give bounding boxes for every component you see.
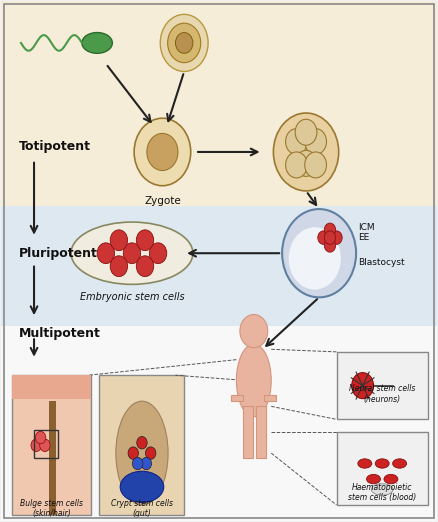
Bar	[34, 430, 58, 458]
Text: Neural stem cells
(neurons): Neural stem cells (neurons)	[349, 384, 415, 404]
Circle shape	[286, 152, 307, 178]
Text: Embryonic stem cells: Embryonic stem cells	[80, 292, 184, 302]
Ellipse shape	[375, 459, 389, 468]
Circle shape	[149, 243, 167, 264]
Circle shape	[305, 128, 326, 155]
Circle shape	[110, 230, 127, 251]
Circle shape	[97, 243, 115, 264]
Circle shape	[123, 243, 141, 264]
Circle shape	[295, 119, 317, 145]
Circle shape	[318, 231, 329, 244]
Ellipse shape	[120, 471, 164, 503]
Ellipse shape	[384, 474, 398, 484]
FancyBboxPatch shape	[264, 395, 276, 401]
Circle shape	[273, 113, 339, 191]
Text: Bulge stem cells
(skin/hair): Bulge stem cells (skin/hair)	[20, 499, 83, 518]
Text: ICM
EE: ICM EE	[358, 223, 375, 242]
Ellipse shape	[116, 401, 168, 505]
Text: Zygote: Zygote	[144, 196, 181, 206]
Circle shape	[136, 256, 154, 277]
Circle shape	[160, 15, 208, 72]
Circle shape	[331, 231, 342, 244]
Circle shape	[134, 118, 191, 186]
Ellipse shape	[71, 222, 193, 284]
Circle shape	[40, 439, 50, 452]
FancyBboxPatch shape	[256, 407, 265, 458]
Text: Crypt stem cells
(gut): Crypt stem cells (gut)	[111, 499, 173, 518]
Circle shape	[305, 152, 326, 178]
Text: Totipotent: Totipotent	[19, 140, 91, 153]
Circle shape	[31, 439, 42, 452]
Text: Pluripotent: Pluripotent	[19, 247, 98, 260]
Circle shape	[289, 227, 341, 290]
Circle shape	[282, 209, 356, 298]
Text: Multipotent: Multipotent	[19, 327, 101, 340]
FancyBboxPatch shape	[231, 395, 244, 401]
Circle shape	[324, 231, 336, 244]
Circle shape	[168, 23, 201, 63]
FancyBboxPatch shape	[1, 326, 437, 520]
Ellipse shape	[358, 459, 372, 468]
Circle shape	[295, 150, 317, 176]
Circle shape	[286, 128, 307, 155]
Circle shape	[352, 373, 374, 399]
Circle shape	[137, 436, 147, 449]
Circle shape	[176, 32, 193, 53]
FancyBboxPatch shape	[12, 375, 91, 515]
Ellipse shape	[371, 484, 393, 495]
Circle shape	[136, 230, 154, 251]
FancyBboxPatch shape	[1, 2, 437, 209]
Circle shape	[141, 457, 152, 470]
Circle shape	[128, 447, 138, 459]
FancyBboxPatch shape	[12, 375, 91, 399]
Circle shape	[324, 223, 336, 236]
Circle shape	[35, 431, 46, 444]
FancyBboxPatch shape	[49, 401, 56, 515]
Circle shape	[240, 314, 268, 348]
Circle shape	[132, 457, 143, 470]
FancyBboxPatch shape	[99, 375, 184, 515]
Circle shape	[147, 134, 178, 171]
Ellipse shape	[367, 474, 381, 484]
Text: Blastocyst: Blastocyst	[358, 258, 405, 267]
Circle shape	[110, 256, 127, 277]
FancyBboxPatch shape	[243, 407, 253, 458]
FancyBboxPatch shape	[336, 432, 428, 505]
Ellipse shape	[392, 459, 406, 468]
Circle shape	[324, 239, 336, 252]
Ellipse shape	[82, 32, 113, 53]
FancyBboxPatch shape	[336, 352, 428, 419]
Circle shape	[145, 447, 156, 459]
Ellipse shape	[237, 344, 271, 417]
Text: Haematopoietic
stem cells (blood): Haematopoietic stem cells (blood)	[348, 483, 417, 503]
FancyBboxPatch shape	[1, 207, 437, 328]
